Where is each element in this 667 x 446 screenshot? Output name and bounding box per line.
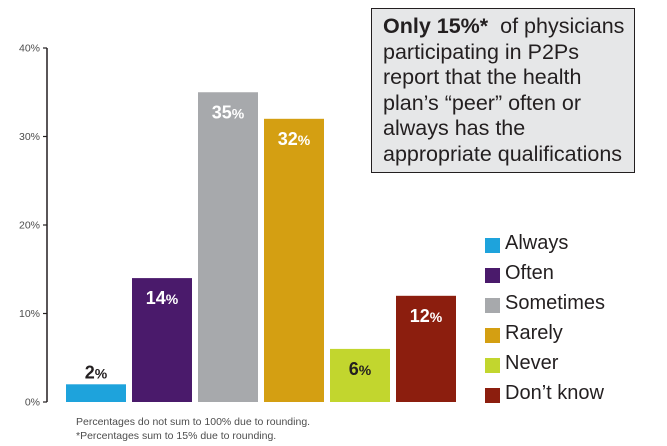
value-label: 2% — [85, 362, 108, 382]
legend-label: Often — [505, 262, 554, 284]
callout-highlight: Only 15%* — [383, 14, 489, 38]
value-label: 14% — [146, 288, 179, 308]
bar-always — [66, 384, 126, 402]
legend-label: Never — [505, 352, 559, 374]
bar-never — [330, 348, 390, 402]
legend-swatch — [485, 328, 500, 343]
y-tick-label: 0% — [25, 397, 40, 409]
legend-swatch — [485, 238, 500, 253]
value-label: 12% — [410, 306, 443, 326]
y-tick-label: 30% — [19, 131, 40, 143]
legend-label: Sometimes — [505, 292, 606, 314]
bar-rarely — [264, 118, 324, 403]
value-label: 32% — [278, 129, 311, 149]
y-tick-label: 20% — [19, 220, 40, 232]
value-labels-layer: 2% 14% 35% 32% 6% 12% — [85, 102, 443, 382]
bars-layer — [66, 92, 456, 403]
legend-swatch — [485, 268, 500, 283]
bar-sometimes — [198, 92, 258, 402]
callout-text: of physicians participating in P2Ps repo… — [383, 14, 625, 166]
y-tick-label: 40% — [19, 43, 40, 55]
legend-label: Always — [505, 232, 569, 254]
footnote-asterisk: *Percentages sum to 15% due to rounding. — [76, 430, 277, 442]
bar-often — [132, 278, 192, 402]
value-label: 35% — [212, 102, 245, 122]
footnote-rounding: Percentages do not sum to 100% due to ro… — [76, 416, 311, 428]
legend-swatch — [485, 298, 500, 313]
legend-label: Rarely — [505, 322, 563, 344]
legend-swatch — [485, 358, 500, 373]
legend-label: Don’t know — [505, 382, 604, 404]
value-label: 6% — [349, 359, 372, 379]
bar-don-t-know — [396, 295, 456, 402]
legend-swatch — [485, 388, 500, 403]
highlight-callout: Only 15%* of physicians participating in… — [371, 8, 635, 173]
y-tick-label: 10% — [19, 308, 40, 320]
axis-layer: 0% 10% 20% 30% 40% — [19, 43, 48, 409]
